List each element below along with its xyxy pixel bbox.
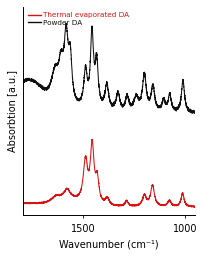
Y-axis label: Absorbtion [a.u.]: Absorbtion [a.u.] xyxy=(7,70,17,152)
X-axis label: Wavenumber (cm⁻¹): Wavenumber (cm⁻¹) xyxy=(59,239,158,249)
Legend: Thermal evaporated DA, Powder DA: Thermal evaporated DA, Powder DA xyxy=(26,10,130,27)
